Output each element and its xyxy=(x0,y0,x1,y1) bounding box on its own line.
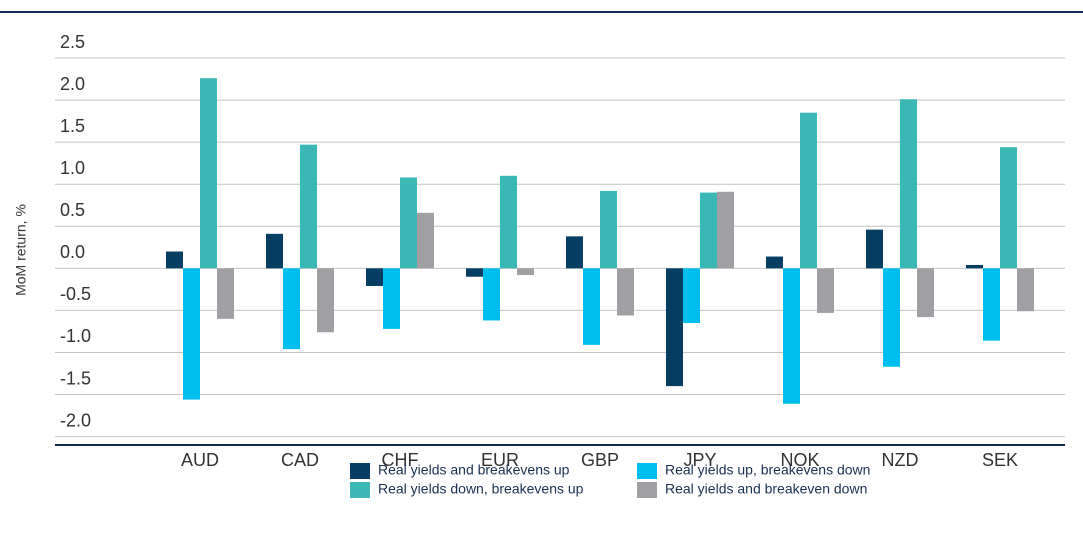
y-tick-label: -1.5 xyxy=(60,368,91,388)
bar xyxy=(766,256,783,269)
legend-label: Real yields down, breakevens up xyxy=(378,481,584,497)
bar xyxy=(383,268,400,329)
bar xyxy=(883,268,900,367)
legend-swatch xyxy=(350,482,370,498)
bar xyxy=(700,192,717,269)
bar xyxy=(266,233,283,269)
bar xyxy=(717,191,734,269)
bar xyxy=(983,268,1000,341)
bar xyxy=(917,268,934,318)
y-tick-label: -1.0 xyxy=(60,326,91,346)
bar xyxy=(866,229,883,269)
bar xyxy=(683,268,700,324)
bar xyxy=(617,268,634,316)
bar xyxy=(417,212,434,269)
y-tick-label: -2.0 xyxy=(60,410,91,430)
x-tick-label: GBP xyxy=(581,450,619,470)
bar xyxy=(217,268,234,319)
x-tick-label: SEK xyxy=(982,450,1018,470)
bar xyxy=(583,268,600,345)
x-tick-label: CAD xyxy=(281,450,319,470)
bar xyxy=(800,112,817,269)
bar xyxy=(500,175,517,269)
x-tick-label: JPY xyxy=(683,450,716,470)
legend-swatch xyxy=(637,482,657,498)
bar xyxy=(666,268,683,387)
bar xyxy=(366,268,383,286)
bar xyxy=(600,190,617,269)
bar xyxy=(517,268,534,276)
x-tick-label: CHF xyxy=(382,450,419,470)
bar xyxy=(566,236,583,269)
bar xyxy=(200,78,217,269)
y-tick-label: 2.0 xyxy=(60,74,85,94)
legend-swatch xyxy=(637,463,657,479)
bar xyxy=(783,268,800,404)
bar xyxy=(483,268,500,321)
bar xyxy=(466,268,483,277)
y-tick-label: -0.5 xyxy=(60,284,91,304)
legend-label: Real yields and breakeven down xyxy=(665,481,867,497)
x-tick-label: NZD xyxy=(882,450,919,470)
bar xyxy=(817,268,834,313)
y-tick-label: 0.0 xyxy=(60,242,85,262)
y-tick-label: 1.5 xyxy=(60,116,85,136)
bar xyxy=(300,144,317,269)
bar xyxy=(317,268,334,333)
y-tick-label: 1.0 xyxy=(60,158,85,178)
legend-swatch xyxy=(350,463,370,479)
bar xyxy=(1000,147,1017,269)
x-tick-label: NOK xyxy=(780,450,819,470)
x-tick-label: EUR xyxy=(481,450,519,470)
x-tick-label: AUD xyxy=(181,450,219,470)
bar xyxy=(900,99,917,269)
bar xyxy=(283,268,300,350)
bar xyxy=(966,264,983,269)
y-axis-label: MoM return, % xyxy=(13,204,29,296)
bar xyxy=(183,268,200,400)
bar xyxy=(166,251,183,269)
legend-label: Real yields up, breakevens down xyxy=(665,462,870,478)
bar xyxy=(400,177,417,269)
bar xyxy=(1017,268,1034,312)
y-tick-label: 0.5 xyxy=(60,200,85,220)
y-tick-label: 2.5 xyxy=(60,32,85,52)
legend-label: Real yields and breakevens up xyxy=(378,462,570,478)
